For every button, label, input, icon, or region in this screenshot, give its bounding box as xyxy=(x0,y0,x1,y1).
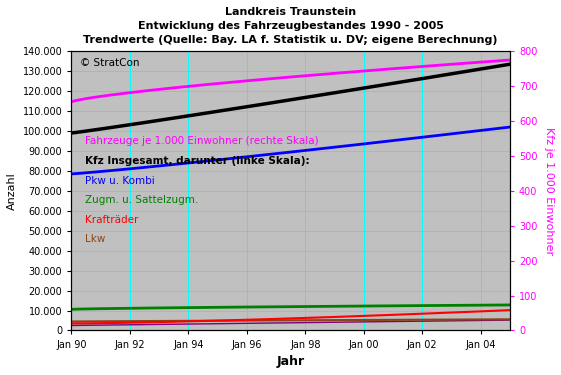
Y-axis label: Kfz je 1.000 Einwohner: Kfz je 1.000 Einwohner xyxy=(544,127,554,255)
Text: Zugm. u. Sattelzugm.: Zugm. u. Sattelzugm. xyxy=(85,195,198,205)
Title: Landkreis Traunstein
Entwicklung des Fahrzeugbestandes 1990 - 2005
Trendwerte (Q: Landkreis Traunstein Entwicklung des Fah… xyxy=(84,7,498,45)
Text: Lkw: Lkw xyxy=(85,234,105,244)
Y-axis label: Anzahl: Anzahl xyxy=(7,172,17,210)
X-axis label: Jahr: Jahr xyxy=(277,355,305,368)
Text: Kfz Insgesamt, darunter (linke Skala):: Kfz Insgesamt, darunter (linke Skala): xyxy=(85,156,309,166)
Text: Krafträder: Krafträder xyxy=(85,214,138,225)
Text: © StratCon: © StratCon xyxy=(80,58,140,68)
Text: Fahrzeuge je 1.000 Einwohner (rechte Skala): Fahrzeuge je 1.000 Einwohner (rechte Ska… xyxy=(85,136,318,146)
Text: Pkw u. Kombi: Pkw u. Kombi xyxy=(85,176,154,186)
